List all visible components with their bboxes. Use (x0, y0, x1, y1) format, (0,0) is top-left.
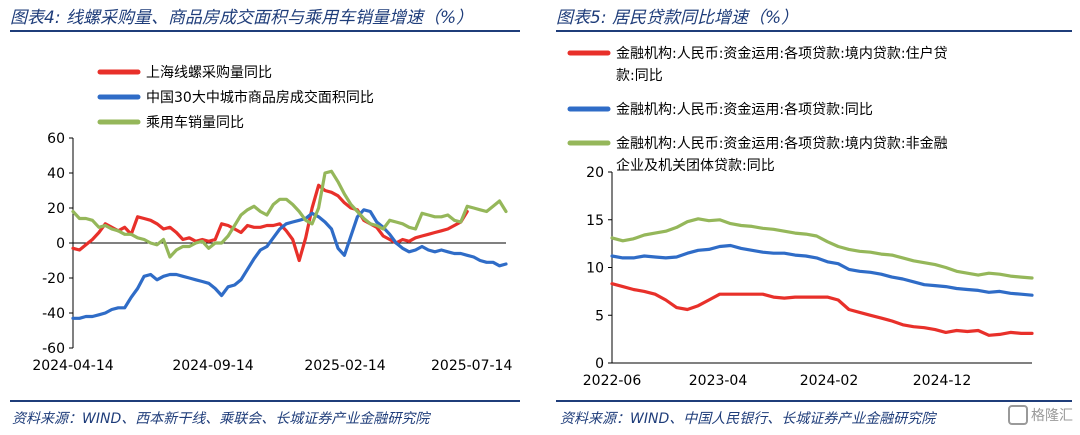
left-bottom-rule (10, 400, 520, 402)
right-y-tick-label: 15 (586, 213, 604, 229)
right-legend-label-2: 金融机构:人民币:资金运用:各项贷款:境内贷款:非金融企业及机关团体贷款:同比 (616, 136, 948, 174)
left-y-tick-label: 0 (56, 236, 65, 252)
right-y-tick-label: 20 (586, 165, 604, 181)
left-legend-label-0: 上海线螺采购量同比 (146, 65, 272, 81)
right-title-rule (556, 30, 1072, 32)
right-y-tick-label: 5 (595, 308, 604, 324)
watermark-logo: 格隆汇 (1008, 405, 1078, 431)
right-chart-title: 图表5: 居民贷款同比增速（%） (556, 8, 799, 28)
right-series-line-2 (610, 217, 1034, 280)
watermark-icon (1008, 405, 1028, 425)
right-series-line-1 (610, 243, 1034, 297)
left-x-tick-label: 2024-09-14 (172, 358, 253, 374)
left-chart-title: 图表4: 线螺采购量、商品房成交面积与乘用车销量增速（%） (10, 8, 474, 28)
right-line-chart: 金融机构:人民币:资金运用:各项贷款:境内贷款:住户贷款:同比金融机构:人民币:… (567, 45, 1034, 389)
left-title-rule (10, 30, 520, 32)
right-source-note: 资料来源：WIND、中国人民银行、长城证券产业金融研究院 (560, 411, 936, 427)
right-x-tick-label: 2024-12 (913, 373, 972, 389)
left-y-tick-label: -20 (42, 271, 65, 287)
left-x-tick-label: 2025-07-14 (431, 358, 512, 374)
left-series-line-0 (71, 183, 469, 263)
left-legend-label-2: 乘用车销量同比 (146, 114, 244, 131)
right-x-tick-label: 2024-02 (800, 373, 859, 389)
left-x-tick-label: 2025-02-14 (304, 358, 385, 374)
left-y-tick-label: -60 (42, 341, 65, 357)
left-y-tick-label: 60 (47, 131, 65, 147)
right-legend-label-1: 金融机构:人民币:资金运用:各项贷款:同比 (616, 102, 873, 118)
left-series-line-1 (71, 208, 508, 320)
right-y-tick-label: 0 (595, 356, 604, 372)
left-legend-label-1: 中国30大中城市商品房成交面积同比 (146, 89, 374, 106)
watermark-text: 格隆汇 (1031, 408, 1073, 424)
right-series-line-0 (610, 282, 1034, 337)
right-y-tick-label: 10 (586, 261, 604, 277)
left-y-tick-label: 20 (47, 201, 65, 217)
left-series-line-2 (71, 169, 508, 259)
right-x-tick-label: 2023-04 (689, 373, 748, 389)
left-x-tick-label: 2024-04-14 (32, 358, 113, 374)
left-y-tick-label: 40 (47, 166, 65, 182)
right-x-tick-label: 2022-06 (583, 373, 642, 389)
left-y-tick-label: -40 (42, 306, 65, 322)
left-source-note: 资料来源：WIND、西本新干线、乘联会、长城证券产业金融研究院 (12, 411, 430, 427)
right-bottom-rule (556, 400, 1072, 402)
right-legend-label-0: 金融机构:人民币:资金运用:各项贷款:境内贷款:住户贷款:同比 (616, 45, 948, 84)
